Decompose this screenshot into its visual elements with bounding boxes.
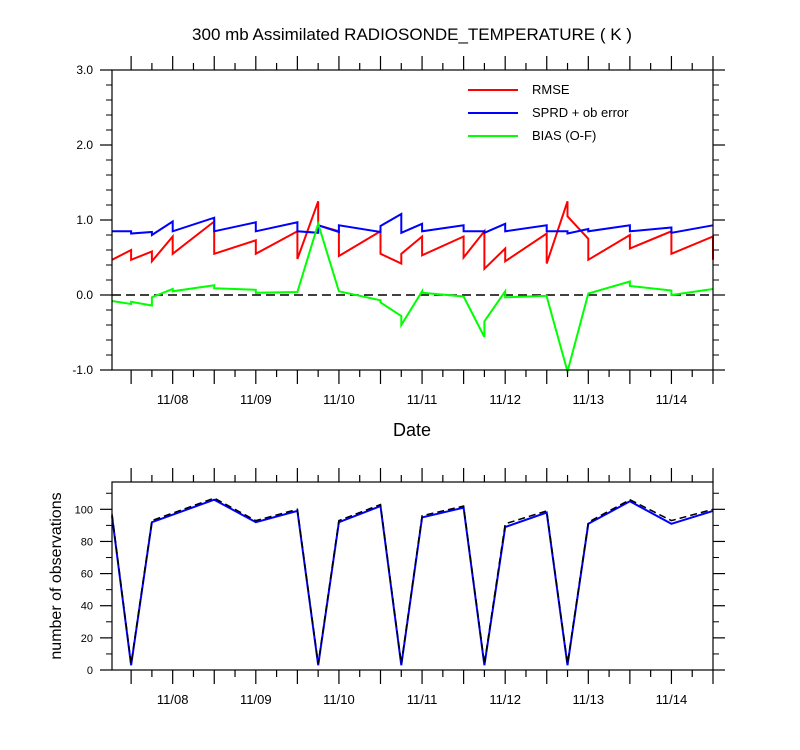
y-tick-label: 0 (87, 665, 93, 677)
y-tick-label: 40 (81, 601, 93, 613)
y-tick-label: 2.0 (76, 138, 93, 152)
legend-label-sprd: SPRD + ob error (532, 105, 629, 120)
x-tick-label: 11/11 (407, 692, 438, 707)
x-axis-label: Date (393, 420, 431, 440)
y-tick-label: 80 (81, 536, 93, 548)
x-tick-label: 11/11 (407, 392, 438, 407)
x-tick-label: 11/09 (240, 392, 272, 407)
x-tick-labels: 11/08 11/09 11/10 11/11 11/12 11/13 11/14 (157, 392, 687, 407)
x-tick-labels: 11/08 11/09 11/10 11/11 11/12 11/13 11/14 (157, 692, 687, 707)
y-tick-labels: -1.0 0.0 1.0 2.0 3.0 (72, 63, 93, 377)
x-tick-label: 11/08 (157, 392, 189, 407)
y-axis-label: number of observations (48, 492, 65, 659)
y-tick-label: -1.0 (72, 363, 93, 377)
legend-label-rmse: RMSE (532, 82, 570, 97)
x-tick-label: 11/10 (323, 392, 355, 407)
series-line-possible (111, 497, 714, 664)
y-tick-label: 0.0 (76, 288, 93, 302)
y-tick-label: 60 (81, 569, 93, 581)
series-line-rmse (111, 200, 714, 272)
x-tick-label: 11/12 (489, 692, 521, 707)
axis-ticks (100, 468, 725, 684)
x-tick-label: 11/09 (240, 692, 272, 707)
y-tick-labels: 0 20 40 60 80 100 (75, 504, 93, 677)
top-panel: 300 mb Assimilated RADIOSONDE_TEMPERATUR… (72, 25, 725, 440)
series-line-bias (111, 220, 714, 376)
series-line-sprd (112, 212, 714, 237)
y-tick-label: 100 (75, 504, 93, 516)
legend: RMSE SPRD + ob error BIAS (O-F) (468, 82, 629, 143)
x-tick-label: 11/08 (157, 692, 189, 707)
axis-ticks (100, 56, 725, 384)
x-tick-label: 11/13 (573, 692, 605, 707)
plot-frame (111, 481, 714, 671)
y-tick-label: 1.0 (76, 213, 93, 227)
x-tick-label: 11/14 (656, 692, 688, 707)
x-tick-label: 11/10 (323, 692, 355, 707)
series-lines (111, 497, 714, 666)
legend-label-bias: BIAS (O-F) (532, 128, 596, 143)
series-lines (111, 200, 714, 376)
x-tick-label: 11/13 (573, 392, 605, 407)
y-tick-label: 20 (81, 633, 93, 645)
x-tick-label: 11/14 (656, 392, 688, 407)
x-tick-label: 11/12 (489, 392, 521, 407)
chart-title: 300 mb Assimilated RADIOSONDE_TEMPERATUR… (192, 25, 632, 44)
y-tick-label: 3.0 (76, 63, 93, 77)
